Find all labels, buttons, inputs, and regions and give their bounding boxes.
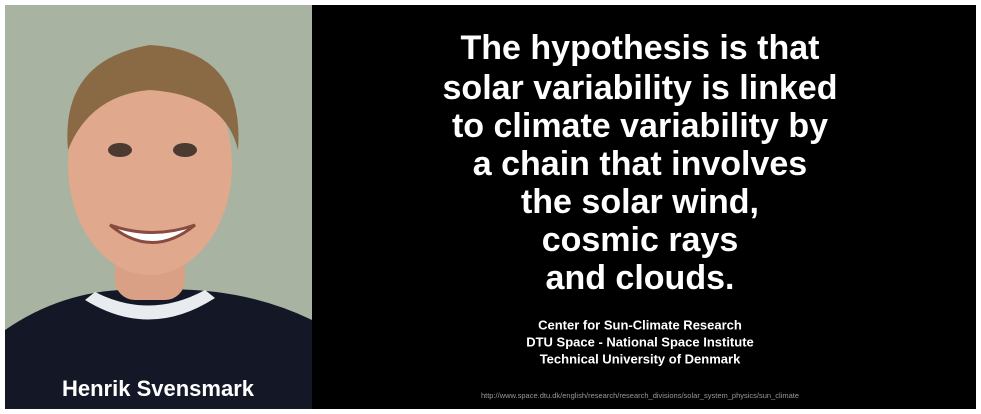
credit-line: Center for Sun-Climate Research: [538, 317, 742, 332]
portrait: [5, 5, 312, 409]
person-name: Henrik Svensmark: [62, 376, 255, 401]
quote-line: a chain that involves: [473, 145, 807, 183]
quote-line: The hypothesis is that: [461, 29, 820, 67]
quote-line: cosmic rays: [542, 221, 739, 259]
banner: The hypothesis is that solar variability…: [0, 0, 981, 414]
quote-line: and clouds.: [546, 259, 735, 297]
quote-line: solar variability is linked: [443, 69, 838, 107]
credit-line: Technical University of Denmark: [540, 351, 741, 366]
quote-line: the solar wind,: [521, 183, 759, 221]
quote-line: to climate variability by: [452, 107, 828, 145]
credit-line: DTU Space - National Space Institute: [526, 334, 754, 349]
source-url: http://www.space.dtu.dk/english/research…: [481, 391, 799, 400]
eye: [108, 143, 132, 157]
eye: [173, 143, 197, 157]
